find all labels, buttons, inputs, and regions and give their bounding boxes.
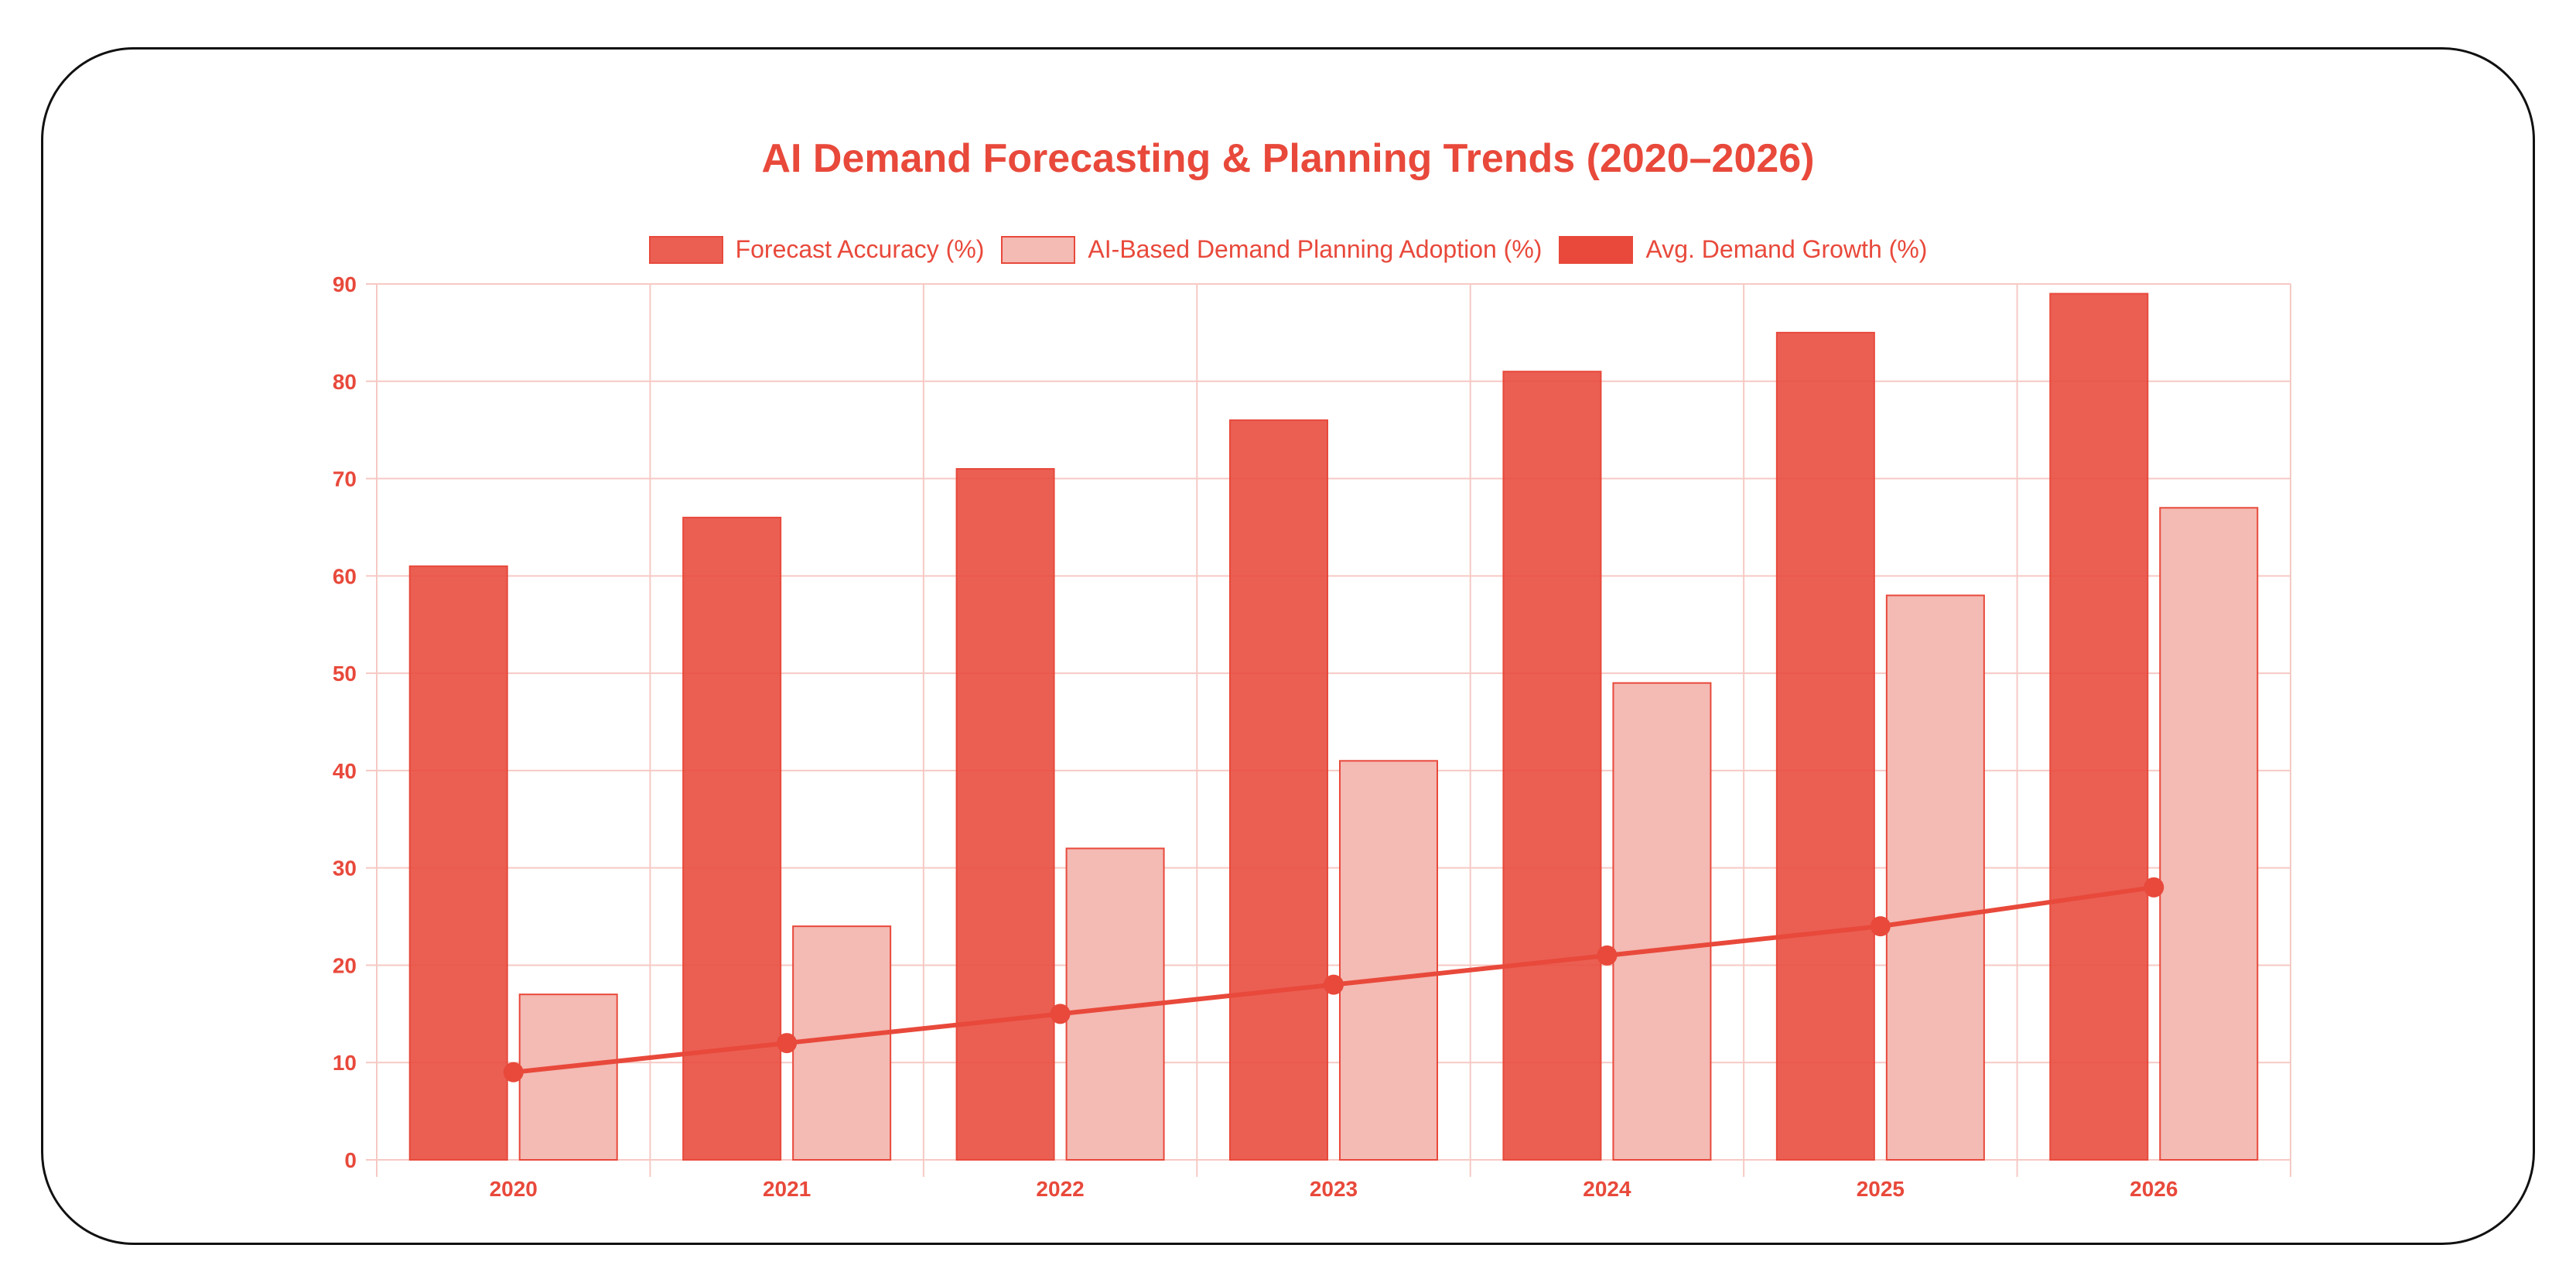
y-tick-label: 10 — [333, 1051, 357, 1075]
chart-legend: Forecast Accuracy (%) AI-Based Demand Pl… — [0, 235, 2576, 264]
bar-forecast-accuracy — [2049, 292, 2149, 1161]
y-tick-label: 50 — [333, 662, 357, 686]
x-tick-label: 2022 — [1036, 1177, 1084, 1201]
bar-forecast-accuracy — [955, 467, 1055, 1161]
point-demand-growth — [1597, 945, 1618, 966]
legend-item-ai-adoption[interactable]: AI-Based Demand Planning Adoption (%) — [1001, 235, 1542, 264]
x-tick-label: 2023 — [1310, 1177, 1358, 1201]
legend-swatch-ai-adoption — [1001, 235, 1076, 264]
bar-forecast-accuracy — [1229, 419, 1328, 1161]
chart-title: AI Demand Forecasting & Planning Trends … — [761, 136, 1815, 181]
legend-swatch-forecast-accuracy — [648, 235, 723, 264]
x-tick-label: 2021 — [763, 1177, 811, 1201]
bar-forecast-accuracy — [1502, 371, 1602, 1161]
bar-ai-adoption — [1339, 760, 1438, 1161]
bar-ai-adoption — [2159, 507, 2259, 1161]
x-tick-label: 2020 — [490, 1177, 538, 1201]
legend-label-forecast-accuracy: Forecast Accuracy (%) — [735, 235, 985, 263]
bar-forecast-accuracy — [682, 516, 782, 1161]
bar-forecast-accuracy — [1775, 331, 1875, 1161]
legend-item-demand-growth[interactable]: Avg. Demand Growth (%) — [1559, 235, 1927, 264]
y-tick-label: 40 — [333, 759, 357, 783]
legend-label-ai-adoption: AI-Based Demand Planning Adoption (%) — [1088, 235, 1543, 263]
x-tick-label: 2025 — [1857, 1177, 1905, 1201]
legend-label-demand-growth: Avg. Demand Growth (%) — [1645, 235, 1928, 263]
y-tick-label: 80 — [333, 370, 357, 394]
y-tick-label: 30 — [333, 857, 357, 881]
y-tick-label: 60 — [333, 564, 357, 588]
point-demand-growth — [503, 1062, 524, 1082]
y-tick-label: 70 — [333, 467, 357, 491]
bar-ai-adoption — [1612, 682, 1712, 1161]
legend-item-forecast-accuracy[interactable]: Forecast Accuracy (%) — [648, 235, 985, 264]
bar-forecast-accuracy — [408, 565, 508, 1161]
point-demand-growth — [1324, 974, 1344, 995]
x-tick-label: 2024 — [1583, 1177, 1631, 1201]
y-tick-label: 20 — [333, 953, 357, 977]
y-tick-label: 90 — [333, 272, 357, 296]
bar-ai-adoption — [1885, 594, 1985, 1161]
y-tick-label: 0 — [344, 1148, 357, 1172]
bar-ai-adoption — [792, 925, 892, 1161]
x-tick-label: 2026 — [2130, 1177, 2178, 1201]
point-demand-growth — [2144, 877, 2164, 898]
point-demand-growth — [777, 1033, 798, 1054]
bar-ai-adoption — [518, 993, 618, 1161]
point-demand-growth — [1870, 916, 1891, 937]
point-demand-growth — [1050, 1004, 1071, 1024]
legend-swatch-demand-growth — [1559, 235, 1634, 264]
